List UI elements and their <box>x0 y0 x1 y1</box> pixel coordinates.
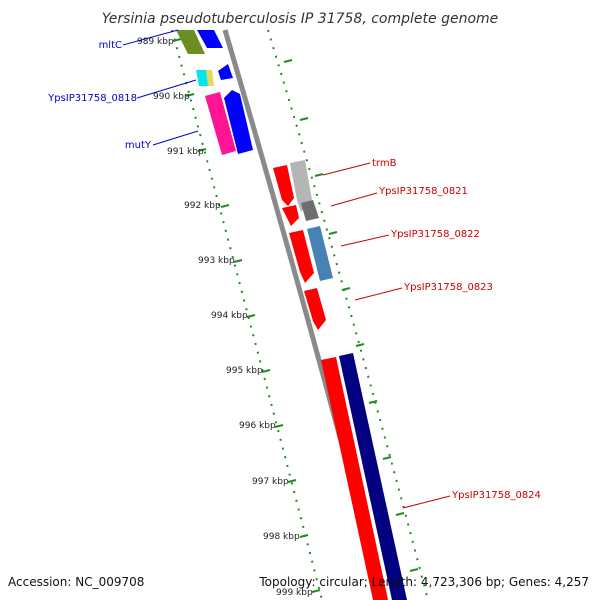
gene-0824-navy[interactable] <box>339 353 407 600</box>
tick-label: 999 kbp <box>276 588 313 598</box>
gene-label-0818[interactable]: YpsIP31758_0818 <box>47 93 137 104</box>
gene-label-0824[interactable]: YpsIP31758_0824 <box>451 490 541 501</box>
tick-label: 997 kbp <box>252 477 289 487</box>
gene-label-0823[interactable]: YpsIP31758_0823 <box>403 282 493 293</box>
accession-label: Accession: NC_009708 <box>8 575 144 589</box>
gene-label-0821[interactable]: YpsIP31758_0821 <box>378 186 468 197</box>
inner-tick-ring <box>267 29 429 600</box>
gene-0823-red[interactable] <box>304 288 326 330</box>
tick-label: 989 kbp <box>137 37 174 47</box>
tick-label: 990 kbp <box>153 92 190 102</box>
gene-trmB-dark[interactable] <box>301 200 319 221</box>
tick-label: 991 kbp <box>167 147 204 157</box>
tick-label: 994 kbp <box>211 311 248 321</box>
gene-mltC-blue[interactable] <box>197 30 223 48</box>
gene-0822-red[interactable] <box>289 230 314 283</box>
gene-label-mltC[interactable]: mltC <box>99 40 122 51</box>
gene-label-trmB[interactable]: trmB <box>372 158 397 169</box>
tick-label: 995 kbp <box>226 366 263 376</box>
gene-label-0822[interactable]: YpsIP31758_0822 <box>390 229 480 240</box>
tick-label: 992 kbp <box>184 201 221 211</box>
gene-0822-blue[interactable] <box>307 226 333 281</box>
gene-0821b-red[interactable] <box>282 205 299 226</box>
inner-major-ticks <box>283 59 419 572</box>
gene-mutY-pink[interactable] <box>205 92 236 155</box>
gene-0824-red[interactable] <box>321 357 388 600</box>
tick-label: 996 kbp <box>239 421 276 431</box>
gene-trmB-grey[interactable] <box>290 160 312 212</box>
gene-0821-red[interactable] <box>273 165 294 206</box>
gene-mltC-olive[interactable] <box>176 30 205 54</box>
gene-0818-blue[interactable] <box>224 90 253 154</box>
gene-label-mutY[interactable]: mutY <box>125 140 152 151</box>
gene-small-yellow[interactable] <box>206 70 214 86</box>
tick-label: 993 kbp <box>198 256 235 266</box>
major-ticks <box>172 38 321 593</box>
map-title: Yersinia pseudotuberculosis IP 31758, co… <box>102 11 499 27</box>
topology-label: Topology: circular; Length: 4,723,306 bp… <box>258 575 589 589</box>
reverse-leader-lines <box>322 162 451 509</box>
tick-label: 998 kbp <box>263 532 300 542</box>
forward-leader-lines <box>122 29 199 146</box>
gene-small-blue[interactable] <box>218 64 233 80</box>
